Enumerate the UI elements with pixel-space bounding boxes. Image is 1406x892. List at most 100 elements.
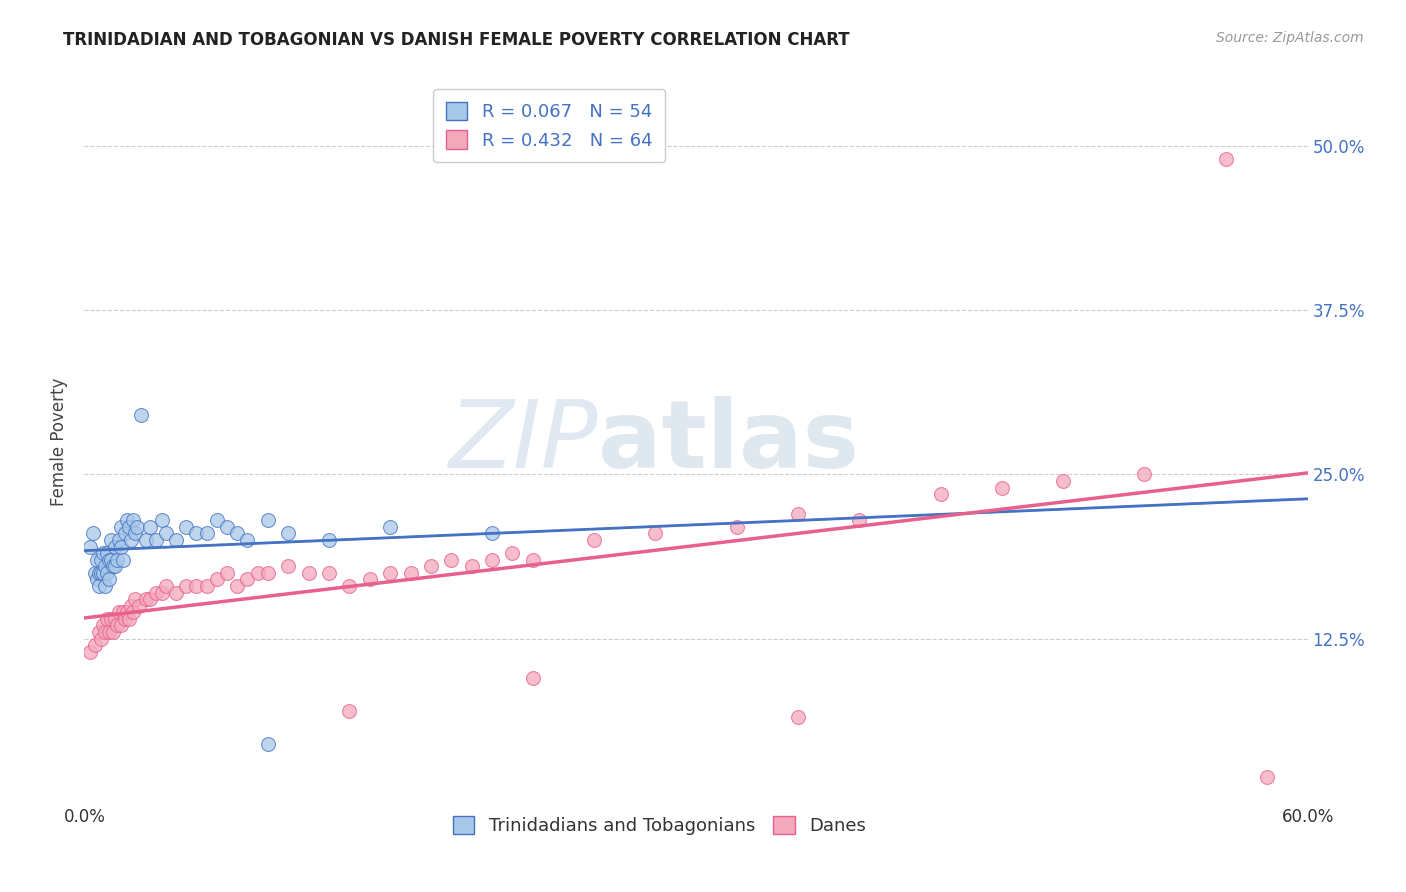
Point — [79, 645, 101, 659]
Point — [277, 526, 299, 541]
Point — [339, 704, 361, 718]
Point — [399, 566, 422, 580]
Point — [205, 513, 228, 527]
Point — [186, 526, 208, 541]
Point — [118, 520, 141, 534]
Point — [217, 520, 239, 534]
Point — [145, 585, 167, 599]
Point — [124, 526, 146, 541]
Text: ZIP: ZIP — [449, 396, 598, 487]
Point — [90, 632, 112, 646]
Point — [1256, 770, 1278, 784]
Point — [195, 526, 218, 541]
Point — [380, 566, 402, 580]
Point — [165, 585, 187, 599]
Point — [226, 526, 249, 541]
Point — [127, 520, 149, 534]
Point — [138, 592, 160, 607]
Point — [120, 599, 142, 613]
Point — [82, 526, 104, 541]
Point — [97, 573, 120, 587]
Point — [91, 566, 114, 580]
Legend: Trinidadians and Tobagonians, Danes: Trinidadians and Tobagonians, Danes — [443, 807, 875, 845]
Point — [257, 737, 280, 751]
Point — [110, 520, 132, 534]
Point — [522, 553, 544, 567]
Point — [131, 409, 153, 423]
Point — [105, 553, 128, 567]
Point — [359, 573, 381, 587]
Point — [97, 625, 120, 640]
Point — [122, 513, 145, 527]
Point — [105, 618, 128, 632]
Point — [339, 579, 361, 593]
Point — [104, 612, 127, 626]
Point — [83, 566, 105, 580]
Point — [90, 566, 112, 580]
Point — [420, 559, 443, 574]
Point — [83, 638, 105, 652]
Point — [461, 559, 484, 574]
Point — [100, 533, 122, 547]
Point — [318, 566, 340, 580]
Point — [114, 612, 136, 626]
Point — [380, 520, 402, 534]
Point — [991, 481, 1014, 495]
Point — [257, 513, 280, 527]
Point — [86, 573, 108, 587]
Point — [91, 618, 114, 632]
Point — [96, 612, 118, 626]
Point — [165, 533, 187, 547]
Point — [257, 566, 280, 580]
Point — [236, 573, 259, 587]
Text: atlas: atlas — [598, 395, 859, 488]
Point — [226, 579, 249, 593]
Point — [155, 579, 177, 593]
Point — [150, 513, 173, 527]
Point — [318, 533, 340, 547]
Point — [101, 625, 124, 640]
Point — [112, 605, 135, 619]
Point — [1215, 152, 1237, 166]
Point — [138, 520, 160, 534]
Point — [440, 553, 463, 567]
Point — [86, 553, 108, 567]
Point — [93, 579, 115, 593]
Point — [91, 546, 114, 560]
Point — [174, 520, 197, 534]
Point — [135, 533, 157, 547]
Point — [848, 513, 870, 527]
Point — [174, 579, 197, 593]
Point — [150, 585, 173, 599]
Point — [79, 540, 101, 554]
Point — [236, 533, 259, 547]
Point — [100, 553, 122, 567]
Point — [1133, 467, 1156, 482]
Point — [929, 487, 952, 501]
Point — [205, 573, 228, 587]
Point — [725, 520, 748, 534]
Point — [97, 553, 120, 567]
Point — [583, 533, 606, 547]
Point — [115, 513, 138, 527]
Point — [112, 553, 135, 567]
Point — [100, 612, 122, 626]
Point — [128, 599, 150, 613]
Point — [96, 546, 118, 560]
Point — [120, 533, 142, 547]
Point — [110, 540, 132, 554]
Point — [118, 612, 141, 626]
Point — [522, 671, 544, 685]
Point — [481, 553, 503, 567]
Text: TRINIDADIAN AND TOBAGONIAN VS DANISH FEMALE POVERTY CORRELATION CHART: TRINIDADIAN AND TOBAGONIAN VS DANISH FEM… — [63, 31, 849, 49]
Point — [135, 592, 157, 607]
Point — [186, 579, 208, 593]
Point — [110, 618, 132, 632]
Point — [1052, 474, 1074, 488]
Point — [217, 566, 239, 580]
Point — [96, 566, 118, 580]
Point — [115, 605, 138, 619]
Point — [644, 526, 666, 541]
Point — [298, 566, 321, 580]
Y-axis label: Female Poverty: Female Poverty — [51, 377, 69, 506]
